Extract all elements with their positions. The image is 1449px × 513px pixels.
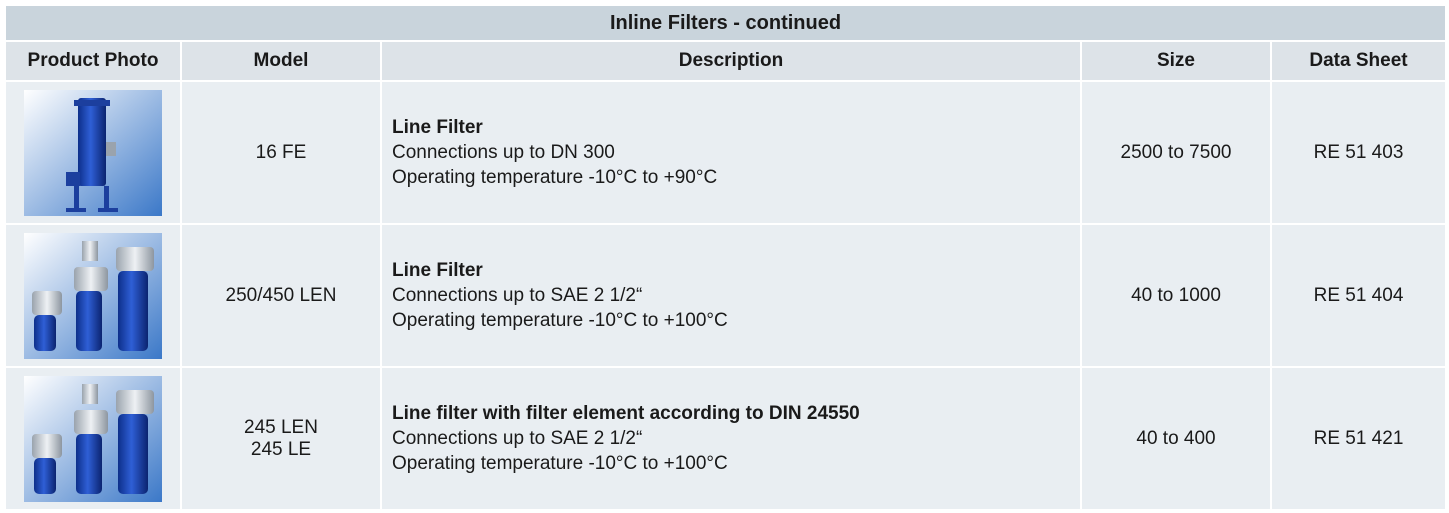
table-title: Inline Filters - continued: [4, 4, 1447, 42]
description-heading: Line Filter: [392, 260, 483, 281]
model-cell: 245 LEN 245 LE: [180, 366, 382, 511]
table-row: 16 FE Line Filter Connections up to DN 300…: [4, 80, 1447, 225]
column-header: Description: [380, 40, 1082, 82]
model: 245 LEN: [244, 416, 318, 438]
size: 40 to 400: [1080, 366, 1272, 511]
model-cell: 16 FE: [180, 80, 382, 225]
model: 245 LE: [250, 438, 312, 460]
model: 16 FE: [255, 141, 307, 163]
photo-cell: [4, 80, 182, 225]
data-sheet: RE 51 404: [1270, 223, 1447, 368]
description-cell: Line Filter Connections up to DN 300 Opera…: [380, 80, 1082, 225]
description-line: Operating temperature -10°C to +100°C: [392, 310, 728, 331]
description-line: Operating temperature -10°C to +90°C: [392, 167, 718, 188]
product-photo: [24, 232, 162, 359]
description-cell: Line Filter Connections up to SAE 2 1/2“ O…: [380, 223, 1082, 368]
description-heading: Line filter with filter element accordin…: [392, 403, 860, 424]
description-line: Operating temperature -10°C to +100°C: [392, 453, 728, 474]
table-row: 250/450 LEN Line Filter Connections up to …: [4, 223, 1447, 368]
description-line: Connections up to DN 300: [392, 142, 615, 163]
photo-cell: [4, 223, 182, 368]
photo-cell: [4, 366, 182, 511]
filters-table: Inline Filters - continued Product Photo…: [4, 4, 1447, 511]
product-photo: [24, 375, 162, 502]
product-photo: [24, 89, 162, 216]
description-heading: Line Filter: [392, 117, 483, 138]
column-header: Size: [1080, 40, 1272, 82]
size: 2500 to 7500: [1080, 80, 1272, 225]
data-sheet: RE 51 403: [1270, 80, 1447, 225]
size: 40 to 1000: [1080, 223, 1272, 368]
column-header: Product Photo: [4, 40, 182, 82]
table-row: 245 LEN 245 LE Line filter with filter ele…: [4, 366, 1447, 511]
column-header: Model: [180, 40, 382, 82]
description-cell: Line filter with filter element accordin…: [380, 366, 1082, 511]
description-line: Connections up to SAE 2 1/2“: [392, 285, 643, 306]
column-header: Data Sheet: [1270, 40, 1447, 82]
data-sheet: RE 51 421: [1270, 366, 1447, 511]
model-cell: 250/450 LEN: [180, 223, 382, 368]
model: 250/450 LEN: [225, 284, 337, 306]
description-line: Connections up to SAE 2 1/2“: [392, 428, 643, 449]
